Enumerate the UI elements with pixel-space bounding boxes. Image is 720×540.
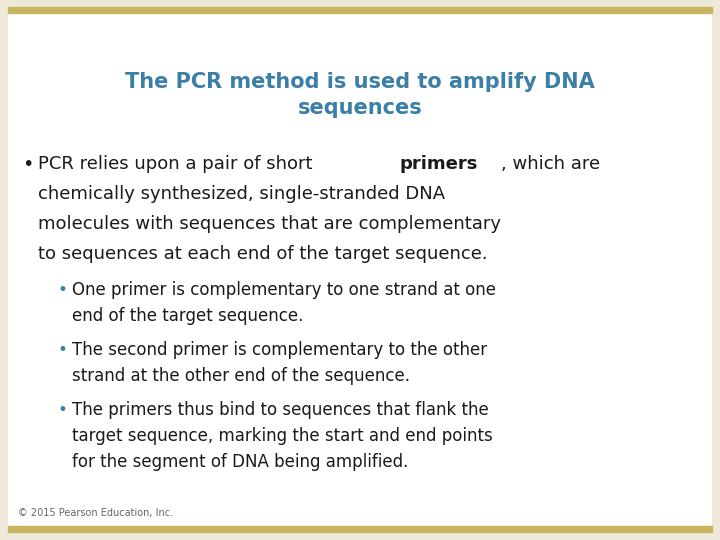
Text: The primers thus bind to sequences that flank the: The primers thus bind to sequences that … [72,401,489,419]
Text: target sequence, marking the start and end points: target sequence, marking the start and e… [72,427,492,445]
Text: •: • [58,281,68,299]
Text: One primer is complementary to one strand at one: One primer is complementary to one stran… [72,281,496,299]
Text: The second primer is complementary to the other: The second primer is complementary to th… [72,341,487,359]
Text: •: • [58,401,68,419]
Text: for the segment of DNA being amplified.: for the segment of DNA being amplified. [72,453,408,471]
Bar [8,7,712,13]
Text: •: • [22,155,33,174]
Bar [8,526,712,532]
Text: strand at the other end of the sequence.: strand at the other end of the sequence. [72,367,410,385]
Text: chemically synthesized, single-stranded DNA: chemically synthesized, single-stranded … [38,185,445,203]
Text: The PCR method is used to amplify DNA
sequences: The PCR method is used to amplify DNA se… [125,72,595,118]
Text: to sequences at each end of the target sequence.: to sequences at each end of the target s… [38,245,487,263]
Text: PCR relies upon a pair of short: PCR relies upon a pair of short [38,155,318,173]
Text: •: • [58,341,68,359]
Text: molecules with sequences that are complementary: molecules with sequences that are comple… [38,215,501,233]
Text: , which are: , which are [500,155,600,173]
Text: primers: primers [400,155,478,173]
Text: end of the target sequence.: end of the target sequence. [72,307,303,325]
Text: © 2015 Pearson Education, Inc.: © 2015 Pearson Education, Inc. [18,508,173,518]
